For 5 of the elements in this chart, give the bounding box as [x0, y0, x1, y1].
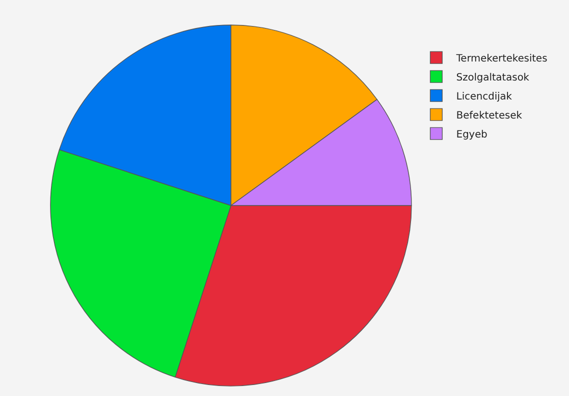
legend-label: Termekertekesites	[455, 53, 548, 64]
legend-label: Befektetesek	[456, 110, 522, 122]
legend-label: Licencdijak	[456, 91, 512, 102]
legend-label: Szolgaltatasok	[456, 72, 530, 84]
legend-label: Egyeb	[456, 129, 488, 140]
